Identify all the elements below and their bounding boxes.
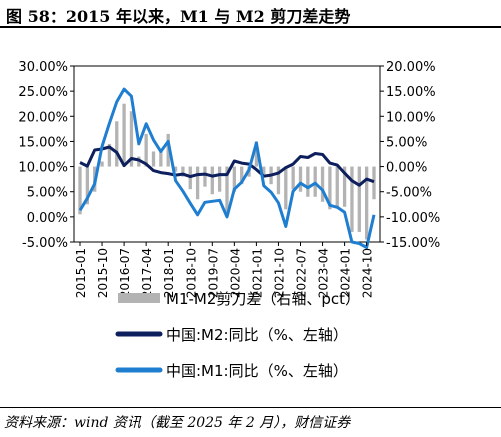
gap-bar — [159, 148, 163, 167]
gap-bar — [144, 133, 148, 167]
x-tick-label: 2015-10 — [96, 248, 110, 298]
right-tick-label: 10.00% — [386, 110, 436, 125]
gap-bar — [107, 143, 112, 167]
right-tick-label: -5.00% — [386, 186, 432, 201]
m2-yoy-line — [79, 145, 375, 187]
legend-bar-swatch — [118, 293, 160, 303]
gap-bar — [342, 166, 347, 207]
gap-bar — [232, 166, 237, 192]
x-tick-label: 2022-07 — [295, 248, 309, 298]
x-tick-label: 2016-07 — [118, 248, 132, 298]
scissors-gap-bars — [78, 103, 376, 240]
gap-bar — [254, 141, 259, 167]
source-rule — [0, 407, 501, 408]
x-tick-label: 2024-01 — [339, 248, 353, 298]
right-tick-label: 5.00% — [386, 135, 427, 150]
plot-border — [73, 65, 381, 243]
x-tick-label: 2018-01 — [162, 248, 176, 298]
gap-bar — [320, 166, 325, 202]
gap-bar — [115, 121, 119, 167]
gap-bar — [195, 166, 200, 200]
gap-bar — [100, 161, 104, 167]
gap-bar — [328, 166, 332, 210]
title-rule — [0, 26, 501, 28]
right-tick-label: 0.00% — [386, 161, 427, 176]
gap-bar — [166, 133, 170, 167]
x-tick-label: 2024-10 — [361, 248, 375, 298]
gap-bar — [372, 166, 376, 200]
left-tick-label: -5.00% — [22, 236, 68, 251]
gap-bar — [276, 166, 281, 195]
m1-m2-chart: -5.00% 0.00% 5.00% 10.00% 15.00% 20.00% 25.00%… — [18, 60, 440, 380]
x-tick-label: 2018-10 — [184, 248, 198, 298]
gap-bar — [313, 166, 317, 197]
legend: M1-M2剪刀差（右轴、pct） 中国:M2:同比（%、左轴） 中国:M1:同比（%… — [115, 290, 360, 380]
source-note: 资料来源：wind 资讯（截至 2025 年 2 月），财信证券 — [4, 415, 351, 431]
gap-bar — [122, 103, 126, 167]
left-tick-label: 30.00% — [18, 60, 68, 75]
gap-bar — [210, 166, 214, 195]
gap-bar — [350, 166, 354, 232]
right-tick-label: 20.00% — [386, 60, 436, 75]
right-tick-label: -10.00% — [386, 211, 440, 226]
x-tick-label: 2019-07 — [206, 248, 220, 298]
gap-bar — [78, 166, 82, 215]
gap-bar — [225, 166, 229, 212]
x-tick-label: 2021-01 — [250, 248, 264, 298]
gap-bar — [262, 166, 266, 175]
gap-bar — [173, 166, 178, 172]
gap-bar — [291, 166, 295, 190]
gap-bar — [151, 151, 156, 167]
left-tick-label: 5.00% — [27, 186, 68, 201]
gap-bar — [203, 166, 207, 187]
gap-bar — [284, 166, 288, 210]
gap-bar — [306, 166, 310, 197]
figure-title: 图 58：2015 年以来，M1 与 M2 剪刀差走势 — [6, 7, 351, 26]
left-tick-label: 25.00% — [18, 85, 68, 100]
right-tick-label: 15.00% — [386, 85, 436, 100]
x-tick-label: 2017-04 — [140, 248, 154, 298]
axes: -5.00% 0.00% 5.00% 10.00% 15.00% 20.00% 25.00%… — [18, 60, 440, 298]
growth-lines — [78, 87, 376, 249]
right-tick-label: -15.00% — [386, 236, 440, 251]
x-tick-label: 2020-04 — [228, 248, 242, 298]
gap-bar — [357, 166, 361, 232]
legend-label: 中国:M2:同比（%、左轴） — [166, 326, 348, 344]
plot-frame — [73, 65, 381, 243]
x-tick-label: 2023-04 — [317, 248, 331, 298]
left-tick-label: 20.00% — [18, 110, 68, 125]
gap-bar — [85, 166, 90, 205]
left-tick-label: 10.00% — [18, 161, 68, 176]
gap-bar — [181, 166, 185, 177]
legend-label: 中国:M1:同比（%、左轴） — [166, 362, 348, 380]
x-tick-label: 2021-10 — [272, 248, 286, 298]
gap-bar — [217, 166, 222, 192]
gap-bar — [129, 111, 134, 167]
legend-label: M1-M2剪刀差（右轴、pct） — [166, 290, 360, 308]
m1-yoy-line — [78, 87, 376, 249]
gap-bar — [335, 166, 339, 207]
gap-bar — [298, 166, 303, 192]
gap-bar — [240, 166, 244, 185]
gap-bar — [364, 166, 369, 240]
left-tick-label: 0.00% — [27, 211, 68, 226]
x-tick-label: 2015-01 — [74, 248, 88, 298]
left-tick-label: 15.00% — [18, 135, 68, 150]
